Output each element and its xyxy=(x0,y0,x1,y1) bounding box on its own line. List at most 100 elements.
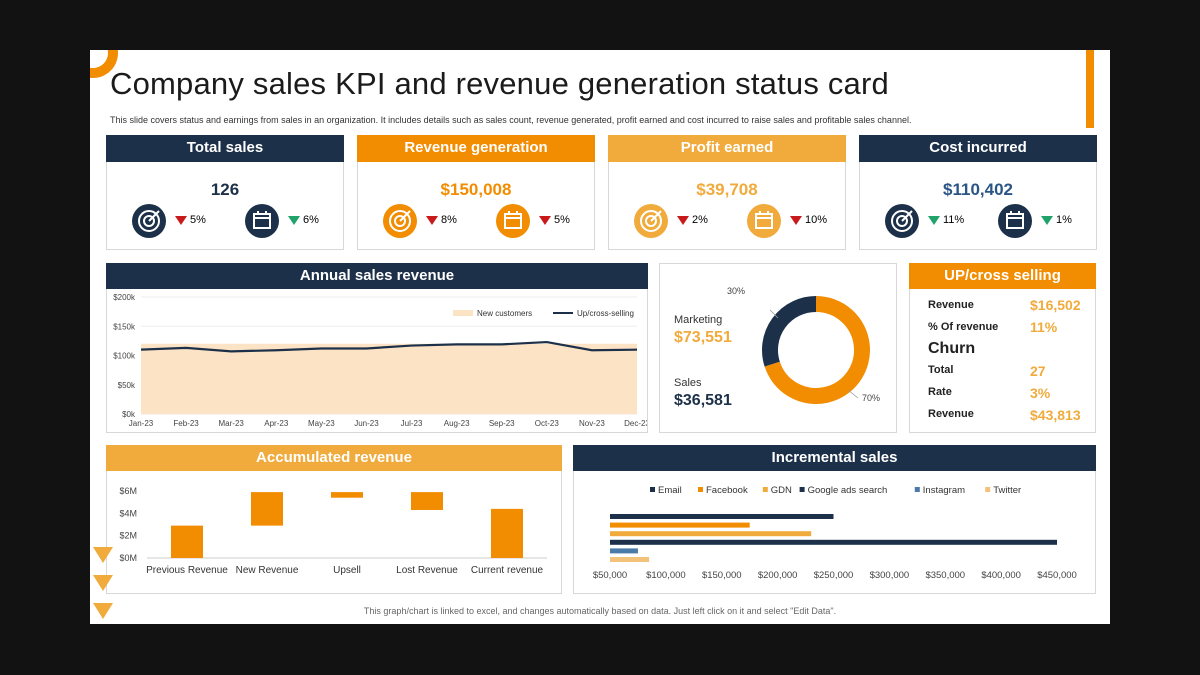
legend-upcross: Up/cross-selling xyxy=(577,309,634,318)
kpi-card-0: Total sales 126 5% 6% xyxy=(106,135,344,250)
donut-slice-sales xyxy=(762,296,817,367)
churn-revenue-label: Revenue xyxy=(928,408,974,420)
kpi-trend-arrow-1 xyxy=(928,216,940,225)
page-subtitle: This slide covers status and earnings fr… xyxy=(110,115,912,125)
legend-label: Email xyxy=(658,485,682,496)
annual-sales-header: Annual sales revenue xyxy=(106,263,648,289)
x-tick-label: Jul-23 xyxy=(401,419,423,428)
x-tick-label: Feb-23 xyxy=(173,419,199,428)
y-tick-label: $4M xyxy=(119,508,137,518)
marketing-value: $73,551 xyxy=(674,329,732,346)
legend-label: Twitter xyxy=(993,485,1021,496)
x-tick-label: Oct-23 xyxy=(535,419,560,428)
x-tick-label: May-23 xyxy=(308,419,335,428)
kpi-pct-1: 11% xyxy=(943,214,965,226)
kpi-trend-arrow-2 xyxy=(539,216,551,225)
legend-label: Facebook xyxy=(706,485,748,496)
y-tick-label: $200k xyxy=(113,293,136,302)
x-tick-label: Apr-23 xyxy=(264,419,289,428)
x-tick-label: $250,000 xyxy=(814,570,854,581)
legend-label: Instagram xyxy=(923,485,965,496)
kpi-card-3: Cost incurred $110,402 11% 1% xyxy=(859,135,1097,250)
kpi-pct-2: 5% xyxy=(554,214,570,226)
x-tick-label: $400,000 xyxy=(981,570,1021,581)
accent-bar xyxy=(1086,50,1094,128)
incremental-header: Incremental sales xyxy=(573,445,1096,471)
upcross-pct-value: 11% xyxy=(1030,319,1058,335)
donut-label-big: 70% xyxy=(862,393,881,403)
x-tick-label: Sep-23 xyxy=(489,419,515,428)
slide: Company sales KPI and revenue generation… xyxy=(90,50,1110,624)
target-icon xyxy=(885,204,919,238)
target-icon xyxy=(634,204,668,238)
kpi-value: $150,008 xyxy=(440,180,512,199)
kpi-title: Total sales xyxy=(106,135,344,162)
kpi-card-1: Revenue generation $150,008 8% 5% xyxy=(357,135,595,250)
kpi-trend-arrow-1 xyxy=(175,216,187,225)
arrow-decoration-3 xyxy=(93,603,113,619)
kpi-trend-arrow-2 xyxy=(1041,216,1053,225)
leader-line-big xyxy=(847,389,859,399)
kpi-title: Cost incurred xyxy=(859,135,1097,162)
legend-label: GDN xyxy=(771,485,792,496)
x-tick-label: Jan-23 xyxy=(129,419,154,428)
donut-label-small: 30% xyxy=(727,286,746,296)
y-tick-label: $2M xyxy=(119,531,137,541)
x-tick-label: $300,000 xyxy=(870,570,910,581)
kpi-pct-2: 10% xyxy=(805,214,828,226)
incremental-card: Incremental sales Email Facebook GDN Google… xyxy=(573,445,1096,594)
accumulated-header: Accumulated revenue xyxy=(106,445,562,471)
leader-line-small xyxy=(769,309,779,319)
kpi-pct-2: 1% xyxy=(1056,214,1072,226)
kpi-pct-1: 2% xyxy=(692,214,708,226)
donut-card: Marketing $73,551 Sales $36,581 30% 70% xyxy=(659,263,897,433)
hbar-facebook xyxy=(610,522,750,528)
kpi-trend-arrow-2 xyxy=(790,216,802,225)
annual-sales-card: Annual sales revenue $0k $50k $100k $150k $2… xyxy=(106,263,648,433)
churn-revenue-value: $43,813 xyxy=(1030,407,1081,423)
accumulated-card: Accumulated revenue $0M $2M $4M $6M Previous… xyxy=(106,445,562,594)
x-tick-label: $350,000 xyxy=(925,570,965,581)
x-tick-label: $200,000 xyxy=(758,570,798,581)
kpi-pct-1: 8% xyxy=(441,214,457,226)
legend-swatch xyxy=(985,487,991,492)
x-tick-label: Current revenue xyxy=(471,565,544,576)
churn-rate-value: 3% xyxy=(1030,385,1051,401)
accumulated-chart: $0M $2M $4M $6M Previous Revenue New Revenue U… xyxy=(119,486,547,576)
y-tick-label: $6M xyxy=(119,486,137,496)
donut-chart xyxy=(762,296,870,404)
target-icon xyxy=(132,204,166,238)
hbar-email xyxy=(610,514,834,519)
x-tick-label: $150,000 xyxy=(702,570,742,581)
kpi-pct-2: 6% xyxy=(303,214,319,226)
x-tick-label: Upsell xyxy=(333,565,361,576)
line-upcross-selling xyxy=(140,340,638,353)
calendar-icon xyxy=(496,204,530,238)
page-title: Company sales KPI and revenue generation… xyxy=(110,66,889,101)
x-tick-label: Mar-23 xyxy=(219,419,245,428)
sales-value: $36,581 xyxy=(674,392,732,409)
kpi-value: $39,708 xyxy=(696,180,758,199)
waterfall-bar xyxy=(411,492,443,510)
legend-swatch xyxy=(762,487,768,492)
legend-swatch xyxy=(650,487,655,492)
churn-total-value: 27 xyxy=(1030,363,1046,379)
x-tick-label: New Revenue xyxy=(236,565,299,576)
kpi-value: $110,402 xyxy=(943,180,1013,199)
x-tick-label: Jun-23 xyxy=(354,419,379,428)
y-tick-label: $0k xyxy=(122,410,136,419)
waterfall-bar xyxy=(251,492,283,526)
upcross-revenue-label: Revenue xyxy=(928,299,974,311)
target-icon xyxy=(383,204,417,238)
waterfall-bar xyxy=(491,508,523,558)
kpi-card-2: Profit earned $39,708 2% 10% xyxy=(608,135,846,250)
sales-label: Sales xyxy=(674,377,702,389)
legend-swatch xyxy=(698,487,703,492)
incremental-chart: Email Facebook GDN Google ads search Instagr… xyxy=(593,485,1077,581)
waterfall-bar xyxy=(331,492,363,498)
x-tick-label: Previous Revenue xyxy=(146,565,228,576)
upcross-revenue-value: $16,502 xyxy=(1030,297,1081,313)
calendar-icon xyxy=(998,204,1032,238)
footer-note: This graph/chart is linked to excel, and… xyxy=(363,606,837,616)
calendar-icon xyxy=(747,204,781,238)
